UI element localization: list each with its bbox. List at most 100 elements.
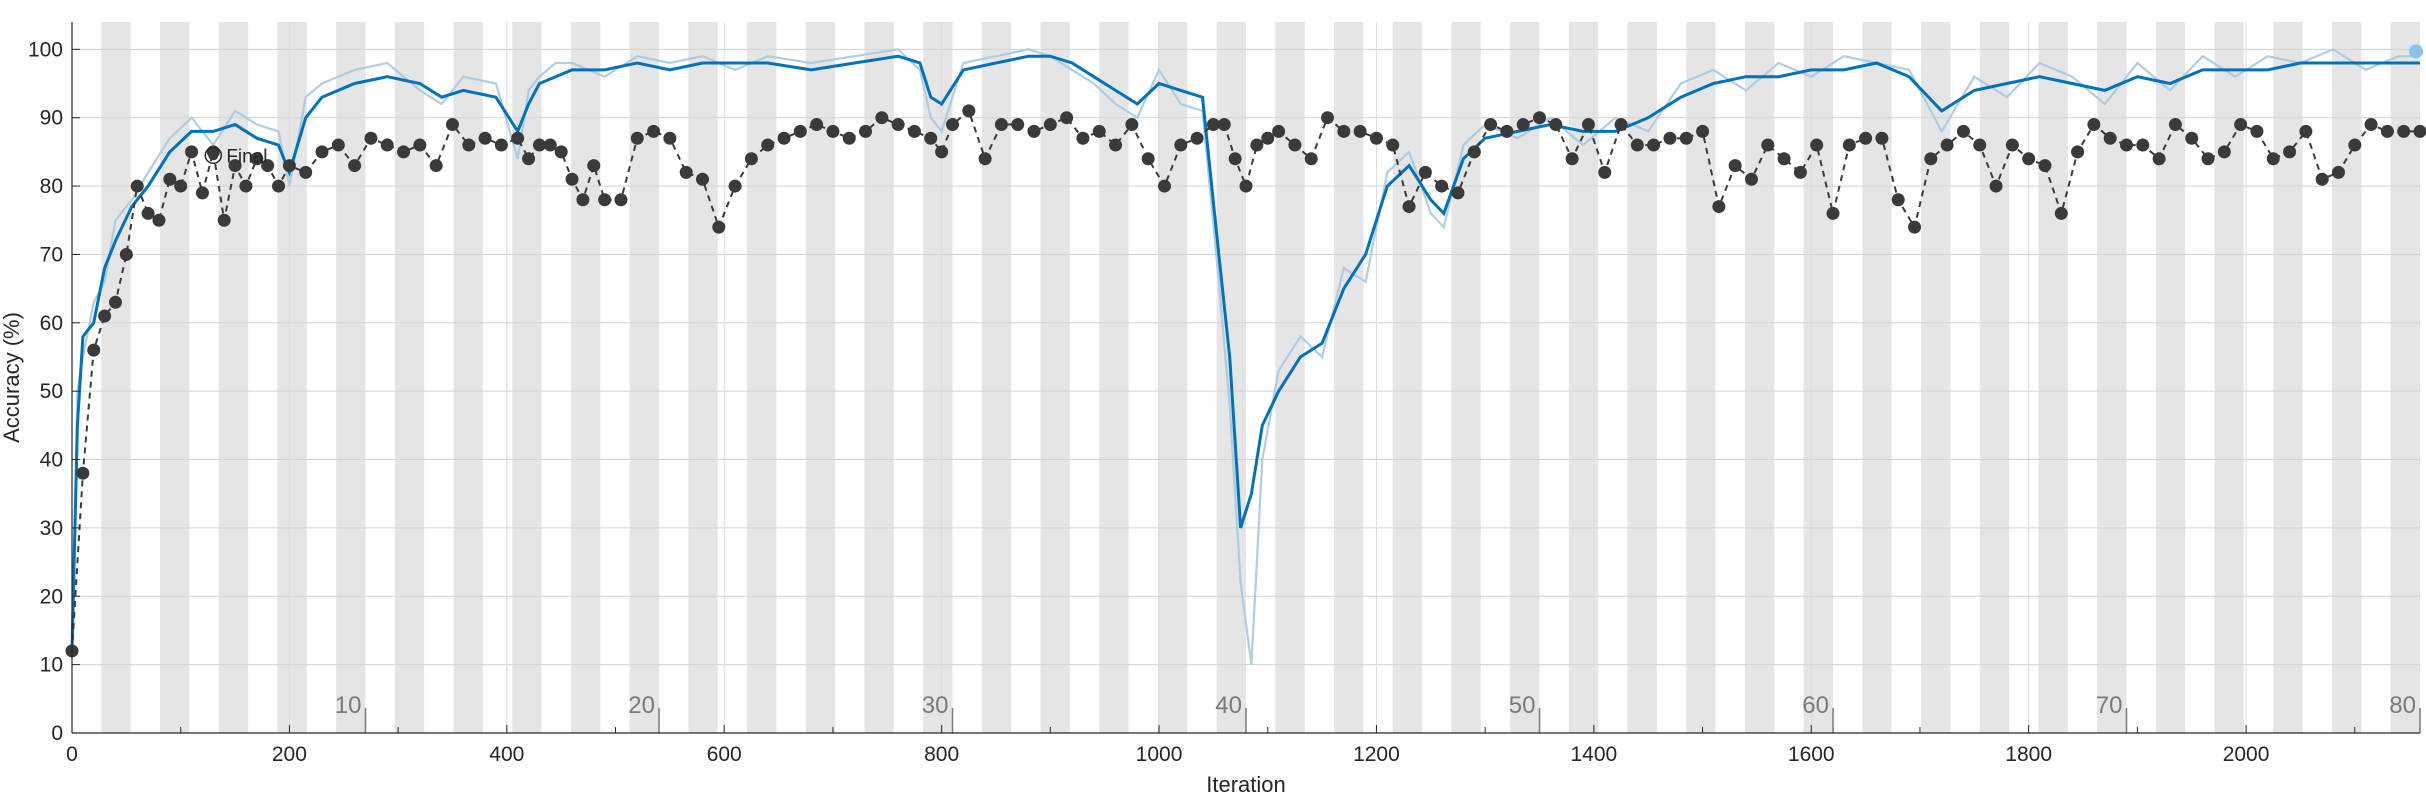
validation-point-136 [2087, 118, 2101, 132]
validation-point-94 [1402, 200, 1416, 214]
validation-point-26 [380, 138, 394, 152]
validation-point-82 [1228, 152, 1242, 166]
y-tick-label-40: 40 [40, 449, 63, 472]
validation-point-19 [272, 179, 286, 193]
epoch-band-38 [1157, 22, 1188, 733]
epoch-band-58 [1744, 22, 1775, 733]
validation-point-95 [1418, 165, 1432, 179]
validation-point-79 [1190, 131, 1204, 145]
validation-point-4 [108, 295, 122, 309]
validation-point-7 [141, 206, 155, 220]
validation-point-152 [2348, 138, 2362, 152]
x-tick-label-1200: 1200 [1353, 743, 1400, 766]
validation-point-138 [2120, 138, 2133, 152]
validation-point-127 [1940, 138, 1954, 152]
validation-point-145 [2234, 118, 2248, 132]
validation-point-49 [712, 220, 726, 234]
epoch-band-12 [394, 22, 425, 733]
validation-point-103 [1549, 118, 1563, 132]
validation-point-20 [282, 159, 296, 173]
validation-point-131 [2005, 138, 2019, 152]
x-tick-label-0: 0 [66, 743, 78, 766]
validation-point-30 [445, 118, 459, 132]
validation-point-51 [744, 152, 758, 166]
epoch-label-20: 20 [628, 692, 655, 719]
validation-point-58 [859, 124, 873, 138]
epoch-band-62 [1862, 22, 1892, 733]
validation-point-45 [647, 124, 661, 138]
validation-point-65 [962, 104, 976, 118]
validation-point-104 [1565, 152, 1579, 166]
y-tick-label-100: 100 [28, 38, 63, 61]
validation-point-108 [1630, 138, 1644, 152]
validation-point-61 [907, 124, 921, 138]
validation-point-70 [1043, 118, 1057, 132]
validation-point-14 [217, 213, 231, 227]
validation-point-154 [2380, 124, 2394, 138]
validation-point-59 [875, 111, 889, 125]
series-layer [65, 44, 2426, 665]
x-axis-title: Iteration [1206, 772, 1286, 796]
validation-point-153 [2364, 118, 2378, 132]
epoch-label-60: 60 [1802, 692, 1829, 719]
validation-point-43 [614, 193, 628, 207]
validation-point-155 [2397, 124, 2411, 138]
validation-point-92 [1369, 131, 1383, 145]
training-end-marker [2409, 44, 2423, 59]
epoch-band-44 [1334, 22, 1364, 733]
validation-point-23 [331, 138, 345, 152]
validation-point-2 [87, 343, 101, 357]
validation-point-115 [1744, 172, 1758, 186]
validation-point-134 [2054, 206, 2068, 220]
validation-point-76 [1141, 152, 1155, 166]
validation-point-93 [1386, 138, 1400, 152]
epoch-band-66 [1979, 22, 2010, 733]
validation-point-62 [924, 131, 938, 145]
epoch-band-10 [336, 22, 366, 733]
validation-point-90 [1337, 124, 1351, 138]
validation-point-71 [1060, 111, 1074, 125]
validation-point-91 [1353, 124, 1367, 138]
validation-point-1 [76, 466, 90, 480]
validation-point-81 [1217, 118, 1231, 132]
validation-point-68 [1011, 118, 1025, 132]
validation-point-114 [1728, 159, 1742, 173]
validation-point-35 [522, 152, 536, 166]
validation-point-97 [1451, 186, 1465, 200]
validation-point-78 [1174, 138, 1188, 152]
validation-point-28 [413, 138, 427, 152]
epoch-label-50: 50 [1509, 692, 1536, 719]
epoch-label-10: 10 [335, 692, 362, 719]
validation-point-124 [1891, 193, 1905, 207]
validation-point-84 [1250, 138, 1264, 152]
epoch-band-14 [453, 22, 483, 733]
validation-point-10 [174, 179, 188, 193]
epoch-band-70 [2097, 22, 2127, 733]
x-tick-label-400: 400 [489, 743, 524, 766]
validation-point-83 [1239, 179, 1253, 193]
validation-point-55 [810, 118, 824, 132]
validation-point-128 [1956, 124, 1970, 138]
validation-point-109 [1647, 138, 1661, 152]
validation-point-130 [1989, 179, 2003, 193]
validation-point-36 [532, 138, 546, 152]
y-tick-label-30: 30 [40, 517, 63, 540]
validation-point-37 [543, 138, 557, 152]
epoch-label-30: 30 [922, 692, 949, 719]
validation-point-25 [364, 131, 378, 145]
validation-point-122 [1859, 131, 1873, 145]
validation-point-141 [2168, 118, 2182, 132]
validation-point-12 [195, 186, 209, 200]
validation-point-47 [679, 165, 693, 179]
y-tick-label-20: 20 [40, 585, 63, 608]
validation-point-135 [2071, 145, 2085, 159]
epoch-band-34 [1040, 22, 1070, 733]
validation-point-149 [2299, 124, 2313, 138]
validation-point-17 [250, 152, 264, 166]
validation-point-123 [1875, 131, 1889, 145]
epoch-band-6 [218, 22, 249, 733]
validation-point-22 [315, 145, 329, 159]
validation-point-99 [1484, 118, 1498, 132]
validation-point-60 [891, 118, 905, 132]
validation-point-66 [978, 152, 992, 166]
